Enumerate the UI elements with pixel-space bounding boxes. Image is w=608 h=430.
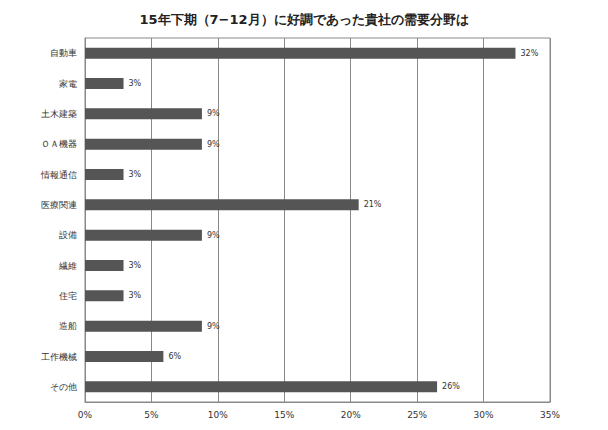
svg-text:造船: 造船 [59,321,77,331]
svg-text:土木建築: 土木建築 [41,109,77,119]
svg-text:25%: 25% [407,410,427,420]
svg-text:35%: 35% [540,410,560,420]
svg-text:医療関連: 医療関連 [41,200,77,210]
svg-text:工作機械: 工作機械 [41,352,77,362]
svg-text:6%: 6% [168,352,181,361]
svg-text:設備: 設備 [59,230,77,240]
svg-text:26%: 26% [442,382,460,391]
svg-text:15年下期（7−12月）に好調であった貴社の需要分野は: 15年下期（7−12月）に好調であった貴社の需要分野は [139,12,468,27]
svg-text:その他: その他 [50,382,77,392]
svg-text:21%: 21% [364,200,382,209]
svg-text:3%: 3% [129,261,142,270]
svg-text:5%: 5% [144,410,159,420]
svg-text:10%: 10% [208,410,228,420]
svg-text:3%: 3% [129,170,142,179]
svg-text:9%: 9% [207,109,220,118]
svg-text:9%: 9% [207,322,220,331]
svg-text:20%: 20% [341,410,361,420]
svg-text:32%: 32% [520,49,538,58]
svg-text:ＯＡ機器: ＯＡ機器 [41,139,77,149]
svg-text:情報通信: 情報通信 [40,170,77,180]
svg-text:3%: 3% [129,79,142,88]
svg-text:0%: 0% [78,410,93,420]
svg-text:繊維: 繊維 [58,261,77,271]
svg-text:3%: 3% [129,291,142,300]
svg-text:30%: 30% [474,410,494,420]
svg-text:15%: 15% [274,410,294,420]
svg-text:9%: 9% [207,231,220,240]
svg-text:9%: 9% [207,140,220,149]
svg-text:住宅: 住宅 [59,291,77,301]
svg-text:家電: 家電 [59,79,77,89]
svg-text:自動車: 自動車 [50,48,77,58]
